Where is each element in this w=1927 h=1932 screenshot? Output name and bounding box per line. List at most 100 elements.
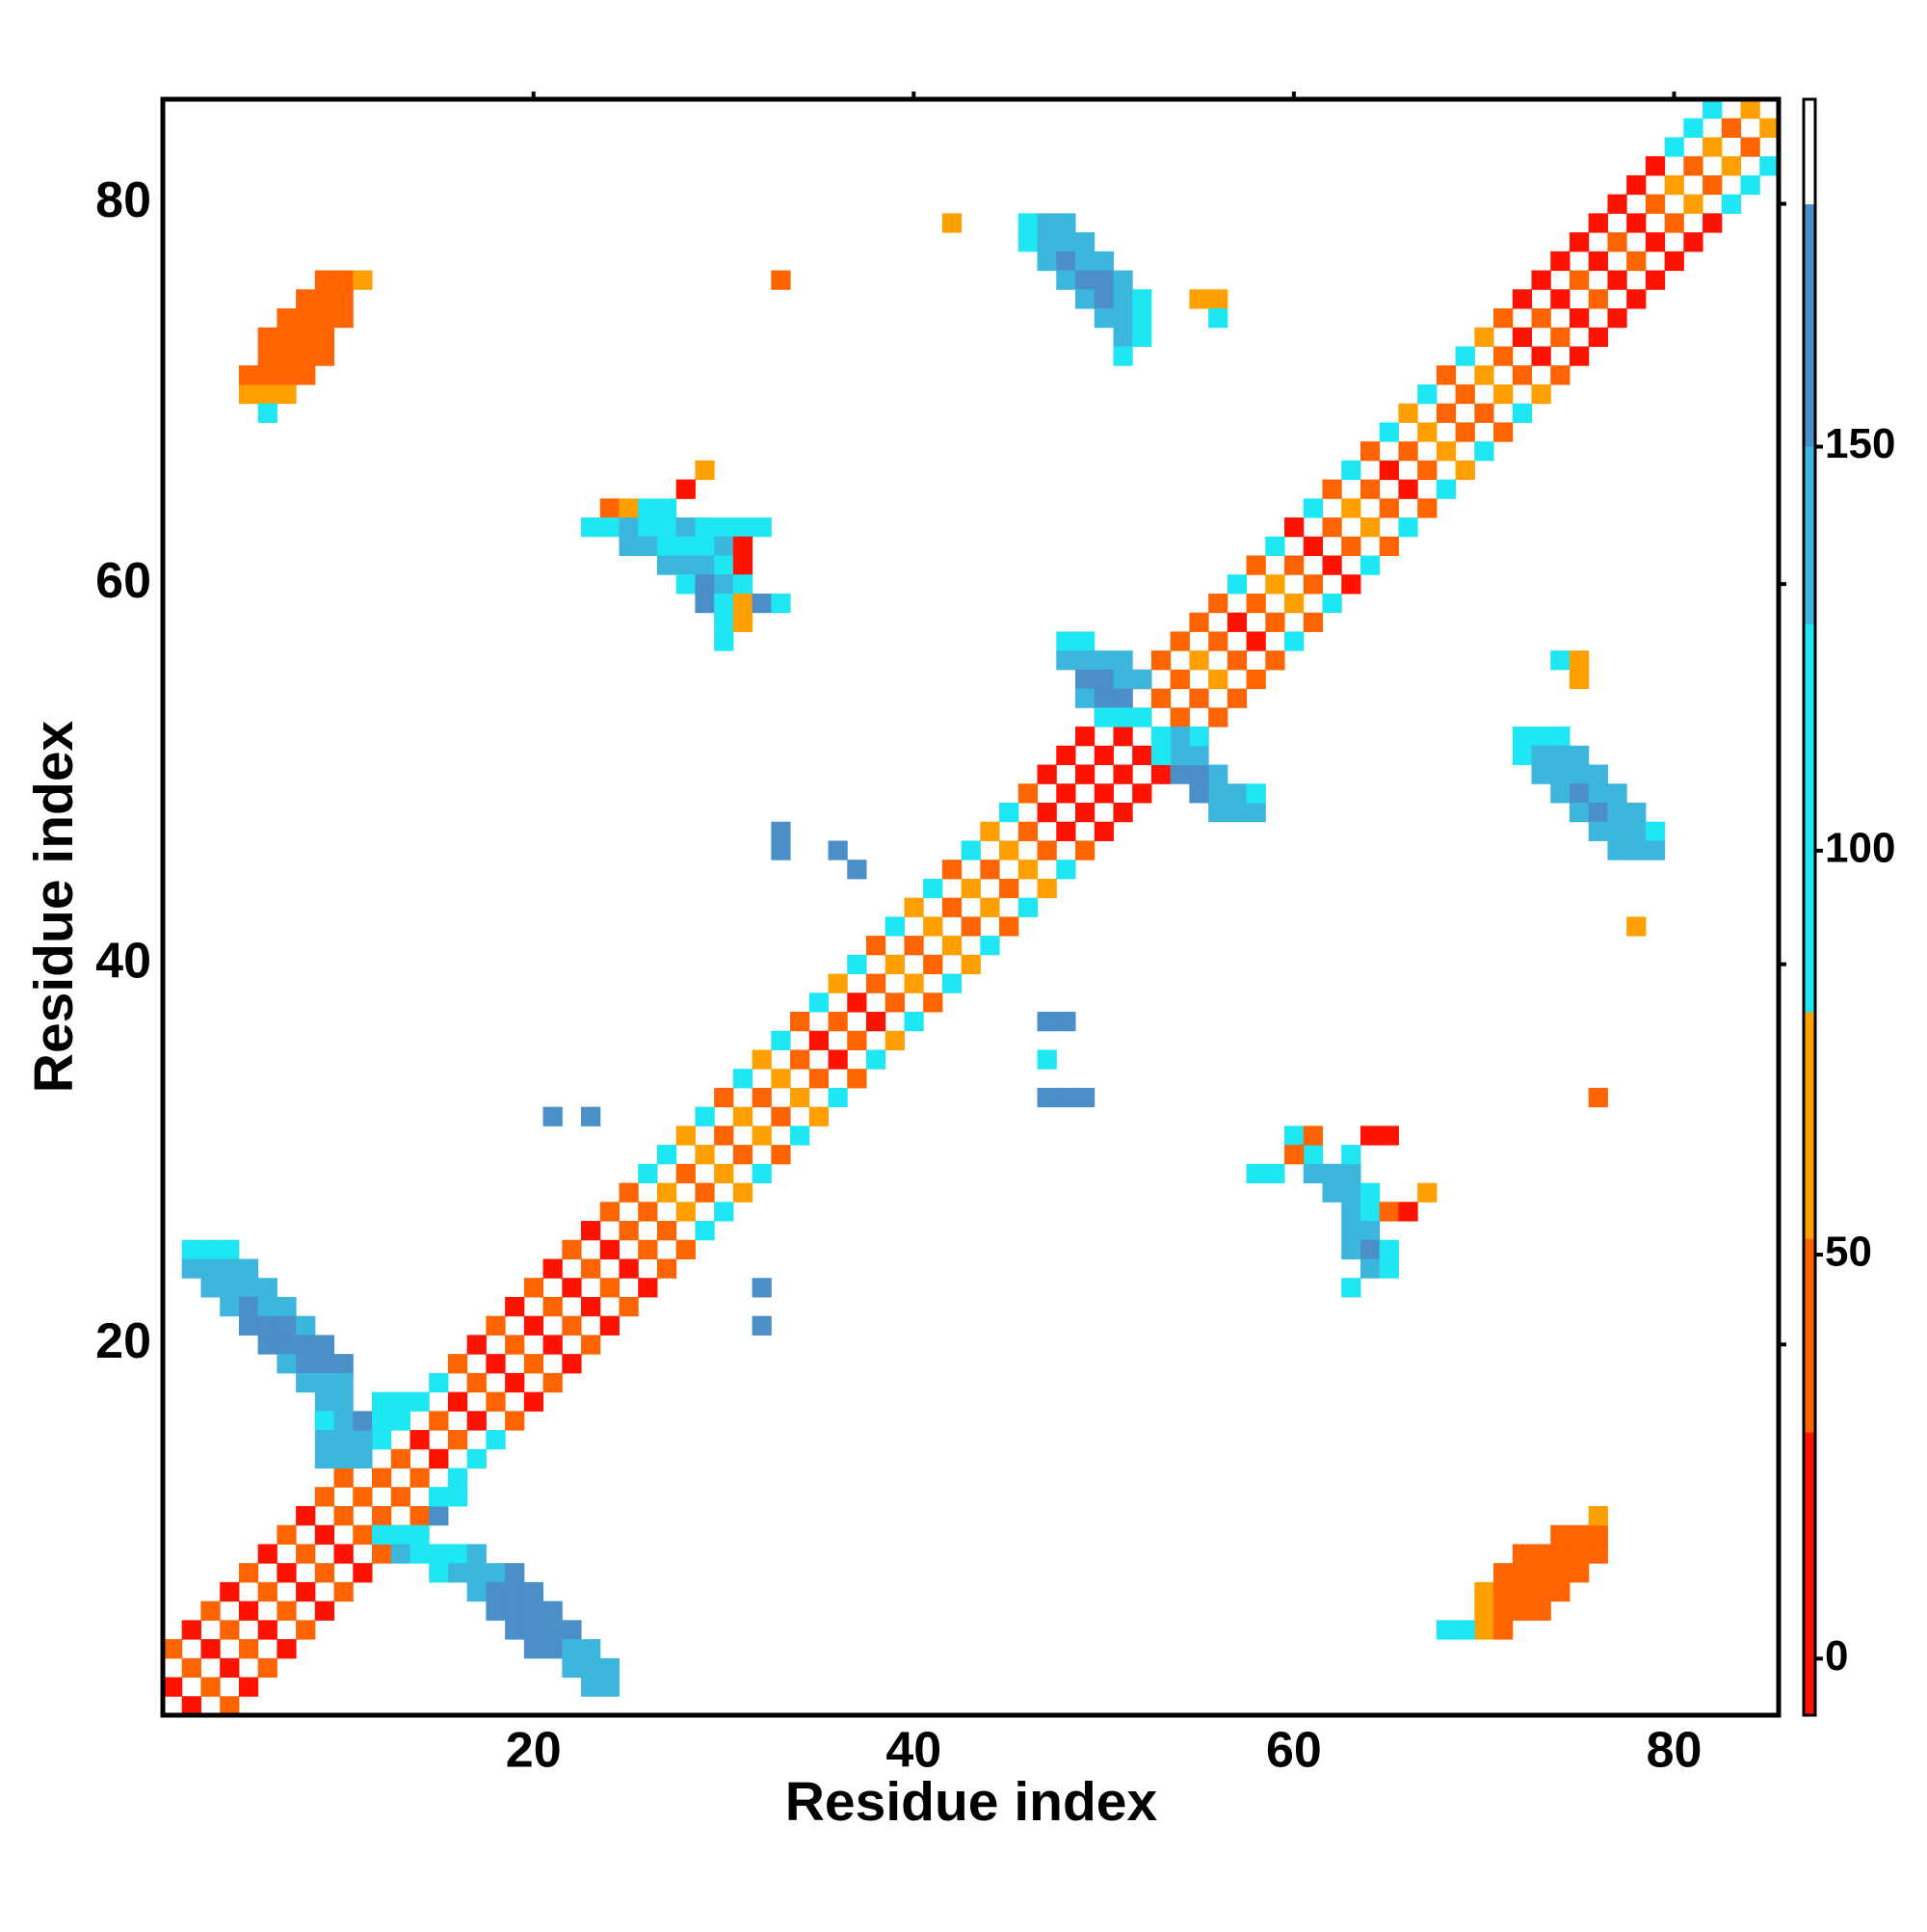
cell (466, 1448, 487, 1469)
cell (1703, 137, 1723, 157)
cell (695, 1221, 715, 1241)
cell (542, 1106, 563, 1126)
cell (1607, 783, 1627, 804)
cell (390, 1411, 410, 1431)
cell (505, 1335, 525, 1355)
cell (1132, 308, 1152, 329)
cell (486, 1430, 506, 1450)
cell (1170, 764, 1190, 784)
cell (314, 1372, 335, 1393)
cell (1037, 764, 1057, 784)
cell (1569, 1524, 1590, 1545)
cell (1094, 821, 1114, 841)
cell (181, 1657, 201, 1679)
cell (1246, 593, 1266, 614)
cell (1132, 707, 1152, 728)
cell (1132, 669, 1152, 690)
cell (1037, 213, 1057, 233)
cell (1550, 365, 1571, 385)
cell (1569, 650, 1590, 671)
cell (1075, 802, 1095, 823)
cell (1379, 1258, 1399, 1279)
cell (1341, 460, 1361, 481)
cell (1056, 783, 1076, 804)
cell (619, 498, 639, 518)
cell (1569, 802, 1590, 823)
cell (1322, 479, 1342, 499)
colorbar-band (1804, 446, 1815, 625)
cell (1721, 156, 1742, 176)
cell (1189, 612, 1209, 632)
cell (257, 384, 277, 405)
cell (200, 1258, 221, 1279)
cell (181, 1620, 201, 1640)
cell (1017, 821, 1039, 841)
cell (181, 1258, 201, 1279)
cell (447, 1563, 468, 1583)
cell (1531, 764, 1551, 784)
cell (1227, 688, 1248, 708)
cell (847, 1069, 867, 1089)
cell (1436, 1620, 1457, 1640)
cell (1493, 346, 1514, 366)
cell (1493, 384, 1514, 405)
cell (828, 1012, 848, 1032)
cell (1626, 213, 1647, 233)
cell (390, 1391, 410, 1412)
cell (1094, 289, 1114, 309)
cell (1493, 1581, 1514, 1602)
cell (314, 1524, 335, 1545)
cell (1359, 517, 1381, 538)
cell (1094, 650, 1114, 671)
cell (1094, 270, 1114, 290)
cell (1645, 156, 1666, 176)
cell (695, 1145, 715, 1165)
cell (1189, 783, 1209, 804)
cell (523, 1581, 544, 1602)
cell (923, 878, 943, 899)
cell (771, 840, 791, 860)
cell (1075, 1087, 1095, 1108)
cell (1056, 213, 1076, 233)
cell (1588, 764, 1608, 784)
cell (277, 346, 297, 366)
cell (1150, 650, 1172, 671)
cell (1208, 783, 1228, 804)
cell (1626, 174, 1647, 196)
cell (296, 365, 316, 385)
colorbar-band (1804, 204, 1815, 447)
cell (333, 308, 354, 329)
cell (828, 840, 848, 860)
cell (486, 1315, 506, 1336)
cell (562, 1657, 582, 1679)
cell (542, 1620, 563, 1640)
cell (1417, 460, 1438, 481)
cell (1379, 536, 1399, 557)
cell (1056, 270, 1076, 290)
cell (1588, 251, 1608, 272)
cell (1284, 1145, 1305, 1165)
cell (314, 1335, 335, 1355)
cell (1170, 707, 1190, 728)
cell (1284, 631, 1305, 651)
x-tick-label: 40 (885, 1723, 941, 1779)
cell (238, 1563, 259, 1583)
cell (1721, 194, 1742, 214)
cell (1341, 1278, 1361, 1298)
cell (1683, 194, 1703, 214)
cell (904, 897, 924, 917)
cell (675, 1125, 696, 1146)
cell (695, 574, 715, 595)
cell (1474, 1601, 1494, 1621)
cell (675, 574, 696, 595)
cell (505, 1620, 525, 1640)
cell (1569, 346, 1590, 366)
cell (505, 1296, 525, 1317)
cell (1379, 1125, 1399, 1146)
cell (562, 1639, 582, 1659)
cell (771, 821, 791, 841)
cell (429, 1448, 449, 1469)
cell (466, 1335, 487, 1355)
cell (333, 1505, 354, 1526)
cell (1189, 650, 1209, 671)
